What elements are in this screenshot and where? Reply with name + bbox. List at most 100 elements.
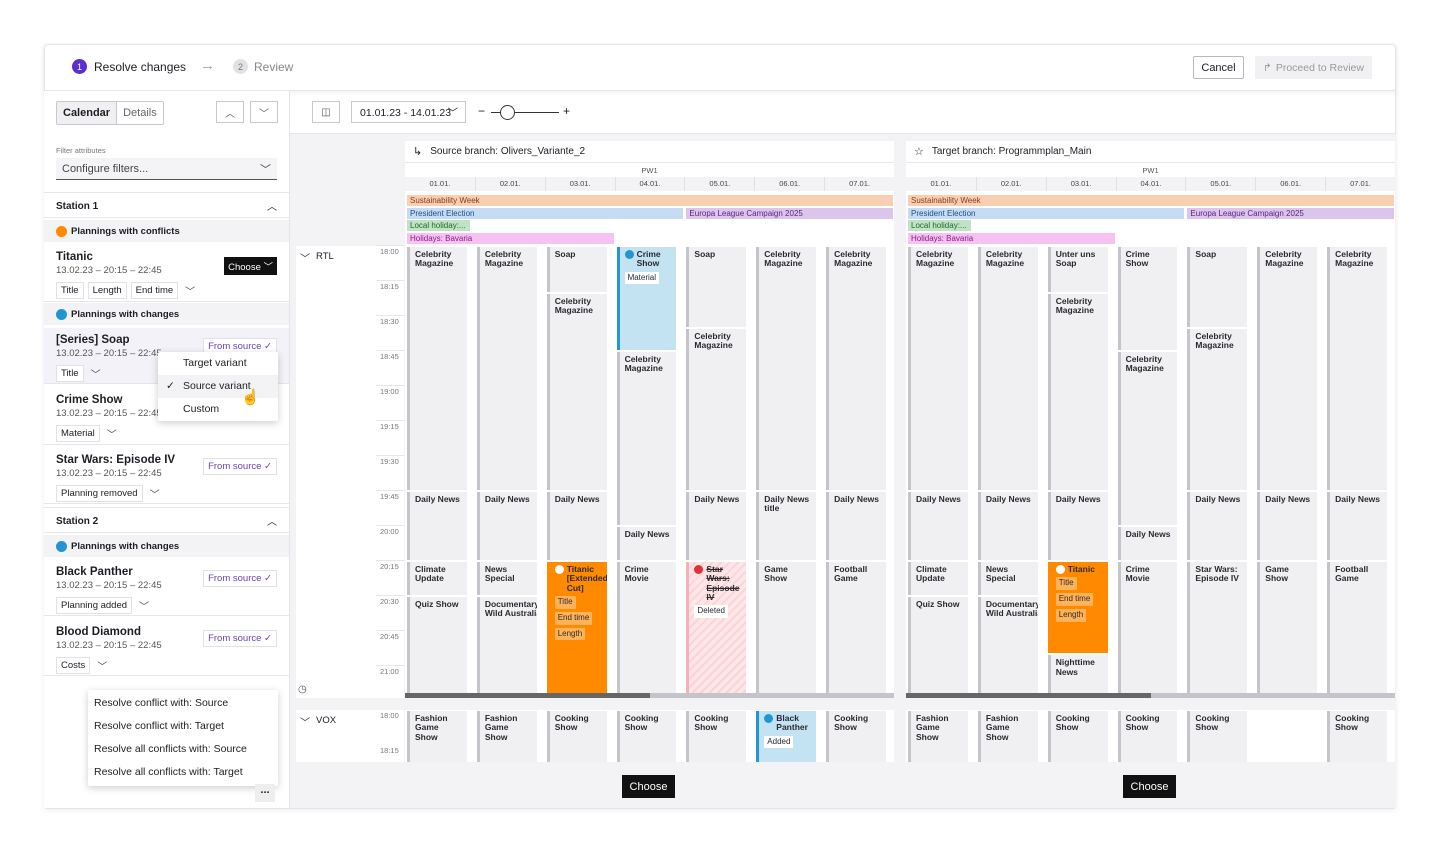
planning-block[interactable]: Crime Movie (616, 562, 677, 693)
zoom-slider-handle[interactable] (500, 105, 516, 120)
chevron-up-icon[interactable]: ︿ (267, 202, 277, 213)
planning-block[interactable]: Daily News (908, 492, 968, 560)
planning-block[interactable]: Cooking Show (1047, 711, 1108, 762)
planning-block[interactable]: News Special (977, 562, 1038, 595)
planning-block[interactable]: Cooking Show (546, 711, 607, 762)
event-band[interactable]: Local holiday:... (908, 220, 972, 232)
planning-block[interactable]: Quiz Show (908, 597, 968, 693)
chevron-up-icon[interactable]: ︿ (267, 517, 277, 528)
planning-item[interactable]: Crime Show 13.02.23 – 20:15 – 22:45 Materi… (44, 388, 289, 445)
planning-block[interactable]: Celebrity Magazine (616, 352, 677, 525)
menu-item-target-variant[interactable]: Target variant (183, 357, 247, 369)
planning-block[interactable]: Unter uns Soap (1047, 247, 1108, 292)
choose-dropdown[interactable]: Choose ﹀ (224, 257, 277, 275)
filter-select[interactable]: Configure filters... ﹀ (56, 158, 277, 180)
choose-target-button[interactable]: Choose (1123, 775, 1176, 798)
zoom-slider-track[interactable] (491, 112, 559, 113)
planning-block[interactable]: Football Game (1327, 562, 1387, 693)
cancel-button[interactable]: Cancel (1193, 56, 1244, 79)
planning-block[interactable]: Daily News (476, 492, 537, 560)
planning-block[interactable]: Cooking Show (1187, 711, 1248, 762)
planning-block[interactable]: Fashion Game Show (977, 711, 1038, 762)
planning-block[interactable]: Documentary: Wild Australia (977, 597, 1038, 693)
station-header[interactable]: Station 1 ︿ (44, 192, 289, 218)
resolve-conflict-source[interactable]: Resolve conflict with: Source (94, 697, 229, 709)
from-source-badge[interactable]: From source ✓ (203, 570, 277, 587)
chevron-down-icon[interactable]: ﹀ (300, 254, 310, 265)
planning-block[interactable]: Cooking Show (1117, 711, 1178, 762)
planning-block[interactable]: Daily News (826, 492, 886, 560)
previous-button[interactable]: ︿ (216, 101, 244, 123)
planning-block[interactable]: Star Wars: Episode IV Deleted (686, 562, 747, 693)
event-band[interactable]: Sustainability Week (908, 195, 1394, 206)
resolve-all-source[interactable]: Resolve all conflicts with: Source (94, 743, 247, 755)
planning-item[interactable]: Star Wars: Episode IV 13.02.23 – 20:15 – … (44, 448, 289, 504)
planning-item[interactable]: Titanic 13.02.23 – 20:15 – 22:45 Title Leng… (44, 245, 289, 302)
tab-calendar[interactable]: Calendar (57, 102, 117, 124)
planning-block[interactable]: Daily News (686, 492, 747, 560)
planning-block[interactable]: Daily News (1187, 492, 1248, 560)
planning-block[interactable]: Fashion Game Show (908, 711, 968, 762)
from-source-badge[interactable]: From source ✓ (203, 458, 277, 475)
planning-block[interactable]: Celebrity Magazine (908, 247, 968, 490)
event-band[interactable]: President Election (407, 207, 684, 219)
planning-block[interactable]: Crime Movie (1117, 562, 1178, 693)
event-band[interactable]: Europa League Campaign 2025 (1187, 207, 1394, 219)
planning-block[interactable]: Celebrity Magazine (977, 247, 1038, 490)
planning-block[interactable]: Climate Update (908, 562, 968, 595)
horizontal-scrollbar[interactable] (405, 693, 894, 698)
planning-block[interactable]: Daily News (546, 492, 607, 560)
zoom-in-button[interactable]: + (563, 104, 571, 118)
panel-toggle-icon[interactable]: ◫ (312, 101, 340, 123)
chevron-down-icon[interactable]: ﹀ (185, 287, 196, 298)
scrollbar-thumb[interactable] (906, 693, 1151, 698)
event-band[interactable]: Holidays: Bavaria (407, 232, 614, 244)
from-source-badge[interactable]: From source ✓ (203, 630, 277, 647)
planning-block[interactable]: Celebrity Magazine (756, 247, 817, 490)
planning-block[interactable]: Daily News (616, 527, 677, 560)
planning-block[interactable]: Climate Update (407, 562, 467, 595)
chevron-down-icon[interactable]: ﹀ (90, 370, 101, 381)
choose-source-button[interactable]: Choose (622, 775, 675, 798)
planning-block[interactable]: Crime Show (1117, 247, 1178, 350)
planning-item[interactable]: Black Panther 13.02.23 – 20:15 – 22:45 Pla… (44, 560, 289, 616)
planning-block[interactable]: Cooking Show (826, 711, 886, 762)
planning-block[interactable]: Crime Show Material (616, 247, 677, 350)
event-band[interactable]: Holidays: Bavaria (908, 232, 1115, 244)
station-header[interactable]: Station 2 ︿ (44, 507, 289, 533)
date-range-select[interactable]: 01.01.23 - 14.01.23 ﹀ (351, 101, 466, 123)
planning-block[interactable]: Quiz Show (407, 597, 467, 693)
zoom-out-button[interactable]: − (478, 104, 486, 118)
chevron-down-icon[interactable]: ﹀ (139, 602, 150, 613)
planning-block[interactable]: Game Show (756, 562, 817, 693)
menu-item-source-variant[interactable]: ✓ Source variant (158, 375, 278, 398)
chevron-down-icon[interactable]: ﹀ (106, 430, 117, 441)
next-button[interactable]: ﹀ (250, 101, 278, 123)
planning-block[interactable]: Fashion Game Show (476, 711, 537, 762)
planning-item[interactable]: Blood Diamond 13.02.23 – 20:15 – 22:45 Cos… (44, 620, 289, 676)
planning-block[interactable]: Celebrity Magazine (826, 247, 886, 490)
planning-block[interactable]: Star Wars: Episode IV (1187, 562, 1248, 693)
horizontal-scrollbar[interactable] (906, 693, 1395, 698)
planning-block[interactable]: Daily News (1327, 492, 1387, 560)
planning-block[interactable]: Black Panther Added (756, 711, 817, 762)
planning-block[interactable]: Celebrity Magazine (686, 328, 747, 490)
planning-block[interactable]: Soap (686, 247, 747, 327)
planning-block[interactable]: Celebrity Magazine (1257, 247, 1318, 490)
planning-block[interactable]: Cooking Show (686, 711, 747, 762)
planning-block[interactable]: Celebrity Magazine (476, 247, 537, 490)
chevron-down-icon[interactable]: ﹀ (97, 662, 108, 673)
tab-details[interactable]: Details (116, 102, 163, 124)
menu-item-custom[interactable]: Custom (183, 403, 220, 415)
planning-block[interactable]: Titanic [Extended Cut] Title End time Lengt… (546, 562, 607, 693)
proceed-to-review-button[interactable]: ↱ Proceed to Review (1255, 56, 1372, 79)
chevron-down-icon[interactable]: ﹀ (149, 490, 160, 501)
planning-block[interactable]: Nighttime News (1047, 655, 1108, 693)
planning-block[interactable]: Celebrity Magazine (1327, 247, 1387, 490)
planning-block[interactable]: Celebrity Magazine (1117, 352, 1178, 525)
more-options-button[interactable]: ... (255, 784, 275, 802)
planning-block[interactable]: News Special (476, 562, 537, 595)
planning-block[interactable]: Titanic Title End time Length (1047, 562, 1108, 654)
event-band[interactable]: President Election (908, 207, 1185, 219)
event-band[interactable]: Europa League Campaign 2025 (686, 207, 893, 219)
